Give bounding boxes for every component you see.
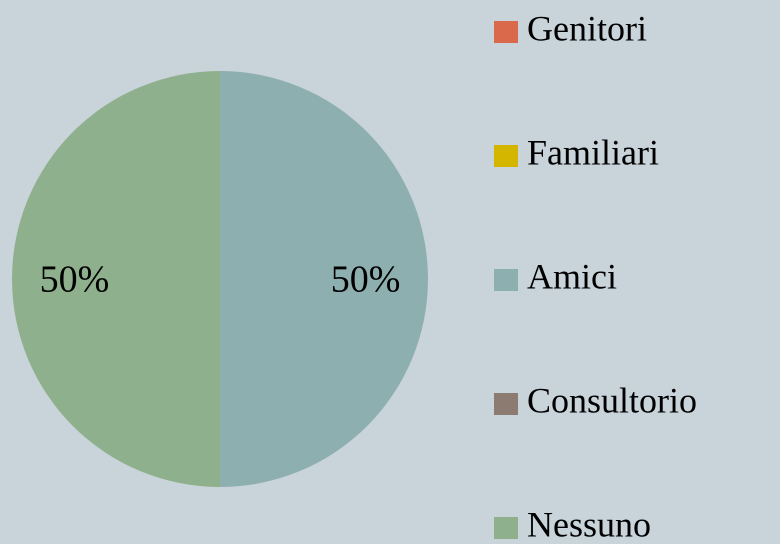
data-label: 50% (40, 259, 110, 301)
legend-label: Amici (527, 256, 617, 296)
pie-slice (12, 71, 220, 487)
legend-swatch (494, 145, 518, 167)
legend-swatch (494, 393, 518, 415)
legend-swatch (494, 21, 518, 43)
legend-swatch (494, 517, 518, 539)
legend-label: Nessuno (527, 504, 651, 544)
legend-label: Familiari (527, 132, 659, 172)
pie-slice (220, 71, 428, 487)
legend-swatch (494, 269, 518, 291)
legend-label: Genitori (527, 8, 647, 48)
data-label: 50% (331, 259, 401, 301)
legend-label: Consultorio (527, 380, 697, 420)
